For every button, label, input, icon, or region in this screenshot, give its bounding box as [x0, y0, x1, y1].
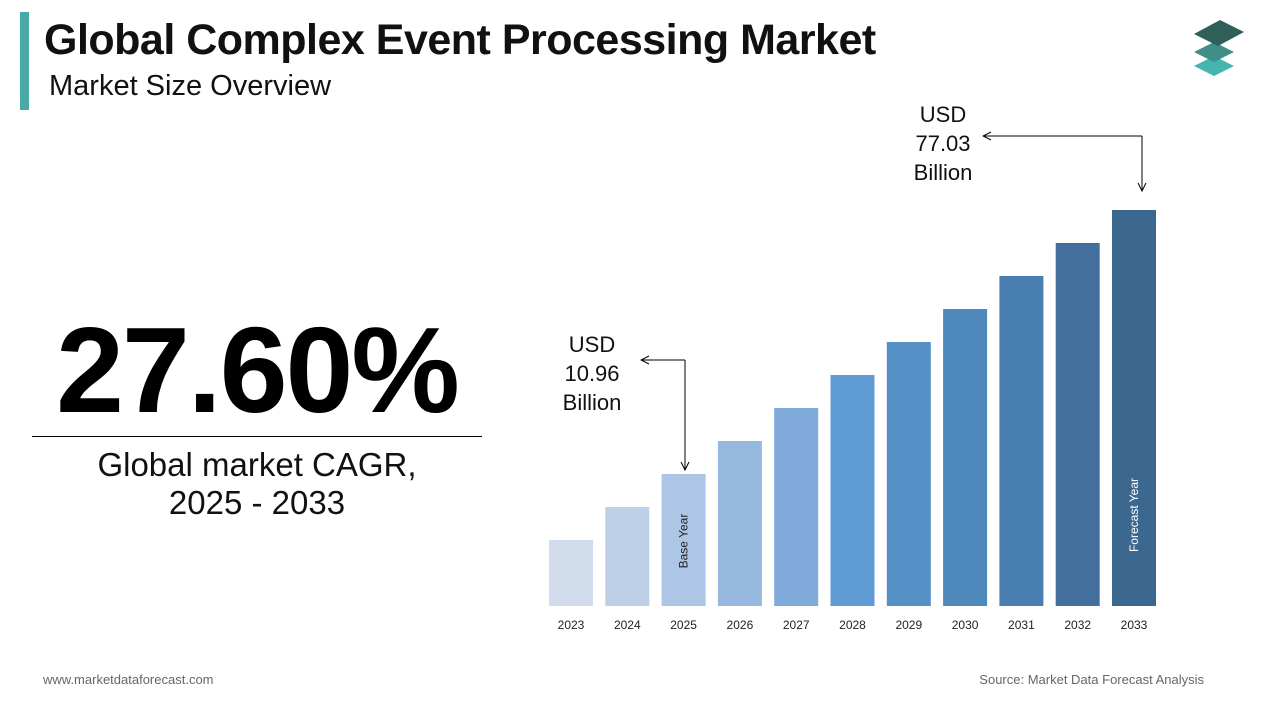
x-tick-label: 2030: [952, 618, 979, 632]
bar-2028: [830, 375, 875, 606]
annotation-forecast-year: USD 77.03 Billion: [898, 100, 988, 187]
title-accent-bar: [20, 12, 29, 110]
x-tick-label: 2029: [895, 618, 922, 632]
x-tick-label: 2024: [614, 618, 641, 632]
source-note: Source: Market Data Forecast Analysis: [979, 672, 1204, 687]
x-tick-label: 2026: [727, 618, 754, 632]
bar-2025: [661, 474, 706, 606]
bar-label: Base Year: [677, 514, 691, 569]
cagr-label-line1: Global market CAGR,: [97, 446, 417, 483]
cagr-value: 27.60%: [56, 302, 460, 438]
x-tick-label: 2027: [783, 618, 810, 632]
bar-2023: [549, 540, 593, 606]
bar-2030: [943, 309, 988, 606]
bar-2029: [886, 342, 931, 606]
page-title: Global Complex Event Processing Market: [44, 16, 876, 64]
x-tick-label: 2031: [1008, 618, 1035, 632]
bar-2024: [605, 507, 650, 606]
annotation-line: USD: [919, 102, 967, 127]
page-subtitle: Market Size Overview: [49, 70, 332, 102]
x-tick-label: 2023: [558, 618, 585, 632]
cagr-label: Global market CAGR, 2025 - 2033: [32, 446, 482, 522]
bar-2033: [1112, 210, 1156, 606]
annotation-value: 77.03: [915, 131, 971, 156]
bar-2031: [999, 276, 1044, 606]
bar-2026: [717, 441, 762, 606]
bar-2032: [1055, 243, 1100, 606]
annotation-value: 10.96: [564, 361, 620, 386]
cagr-label-line2: 2025 - 2033: [168, 484, 346, 521]
annotation-line: USD: [568, 332, 616, 357]
stacked-layers-icon: [1194, 20, 1244, 76]
website-link[interactable]: www.marketdataforecast.com: [43, 672, 214, 687]
annotation-line: Billion: [562, 390, 622, 415]
divider: [32, 436, 482, 437]
x-tick-label: 2032: [1064, 618, 1091, 632]
annotation-base-year: USD 10.96 Billion: [552, 330, 632, 417]
bar-2027: [774, 408, 819, 606]
x-tick-label: 2028: [839, 618, 866, 632]
x-tick-label: 2025: [670, 618, 697, 632]
annotation-line: Billion: [913, 160, 973, 185]
bar-label: Forecast Year: [1127, 478, 1141, 552]
x-tick-label: 2033: [1121, 618, 1148, 632]
